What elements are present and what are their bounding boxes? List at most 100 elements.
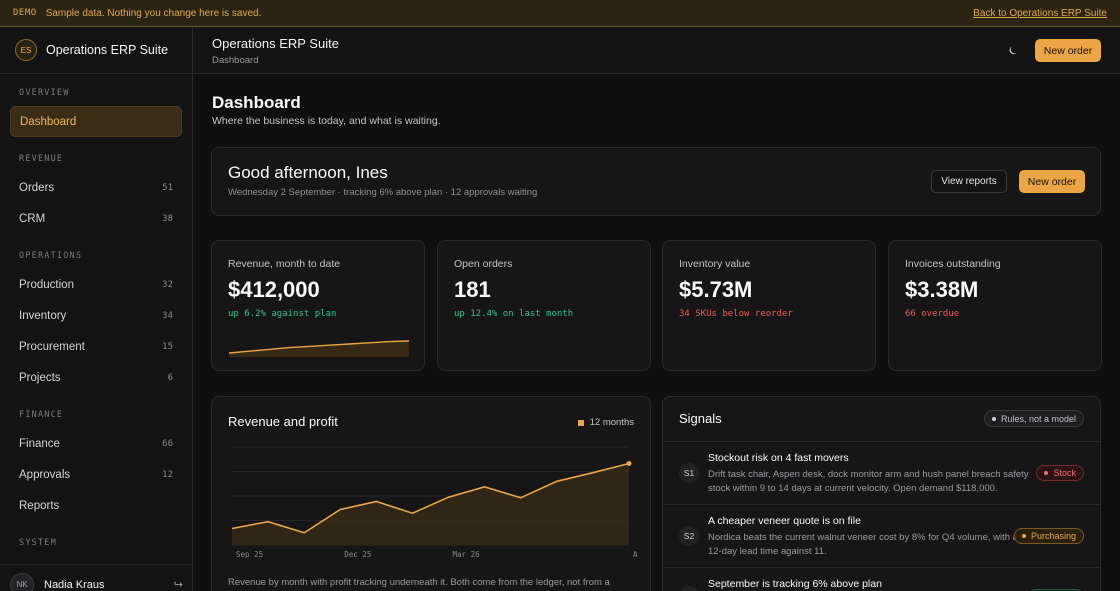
- nav-spacer: [0, 393, 192, 409]
- user-menu[interactable]: NK Nadia Kraus ↪: [0, 564, 192, 591]
- sidebar-item-label: Dashboard: [20, 115, 77, 128]
- kpi-note: 66 overdue: [905, 309, 960, 319]
- sidebar-item-production[interactable]: Production 32: [10, 269, 182, 300]
- sidebar-item-count: 38: [162, 213, 173, 224]
- signal-item[interactable]: S1 Stockout risk on 4 fast movers Drift …: [663, 441, 1100, 504]
- nav-spacer: [0, 137, 192, 153]
- sidebar-nav: OVERVIEW Dashboard REVENUE Orders 51 CRM 38 OPE…: [0, 74, 192, 572]
- app-title: Operations ERP Suite: [212, 36, 339, 51]
- sidebar-item-dashboard[interactable]: Dashboard: [10, 106, 182, 137]
- signal-description: Drift task chair, Aspen desk, dock monit…: [708, 469, 1029, 494]
- kpi-value: $5.73M: [679, 277, 753, 302]
- brand-name: Operations ERP Suite: [46, 43, 169, 57]
- signal-title: Stockout risk on 4 fast movers: [708, 452, 849, 464]
- tag-dot: [1044, 471, 1049, 475]
- kpi-inventory-value: Inventory value $5.73M 34 SKUs below reo…: [662, 240, 876, 371]
- kpi-label: Open orders: [454, 258, 513, 270]
- greeting-card: Good afternoon, Ines Wednesday 2 Septemb…: [211, 147, 1101, 216]
- sidebar-item-label: Finance: [19, 437, 60, 450]
- demo-tag: DEMO: [13, 8, 37, 18]
- rules-badge: Rules, not a model: [983, 410, 1084, 427]
- sidebar-item-count: 12: [162, 469, 173, 480]
- sidebar-item-label: Orders: [19, 181, 55, 194]
- series-line: [231, 462, 630, 534]
- signal-description: Nordica beats the current walnut veneer …: [708, 532, 1018, 557]
- chart-caption: Revenue by month with profit tracking un…: [228, 577, 610, 588]
- brand[interactable]: ES Operations ERP Suite: [0, 27, 192, 74]
- kpi-label: Inventory value: [679, 258, 751, 270]
- nav-section-overview: OVERVIEW: [19, 88, 70, 98]
- rules-label: Rules, not a model: [1000, 413, 1076, 424]
- page-subtitle: Where the business is today, and what is…: [212, 115, 441, 127]
- user-avatar: NK: [10, 572, 34, 591]
- x-tick-label: Mar 26: [453, 550, 481, 559]
- sidebar-item-finance[interactable]: Finance 66: [10, 428, 182, 459]
- sidebar-item-orders[interactable]: Orders 51: [10, 172, 182, 203]
- nav-section-operations: OPERATIONS: [19, 251, 83, 261]
- kpi-invoices-outstanding: Invoices outstanding $3.38M 66 overdue: [888, 240, 1102, 371]
- moon-glyph: [1009, 46, 1017, 55]
- sidebar-item-count: 15: [162, 341, 173, 352]
- view-reports-button[interactable]: View reports: [931, 170, 1007, 193]
- nav-section-finance: FINANCE: [19, 410, 64, 420]
- legend-swatch: [577, 419, 584, 426]
- sparkline-area: [229, 341, 409, 357]
- sidebar-item-reports[interactable]: Reports: [10, 490, 182, 521]
- signal-title: A cheaper veneer quote is on file: [708, 515, 861, 527]
- signal-item[interactable]: September is tracking 6% above plan: [663, 567, 1100, 591]
- moon-icon[interactable]: [1008, 44, 1020, 56]
- kpi-note: 34 SKUs below reorder: [679, 309, 793, 319]
- sidebar-item-label: Approvals: [19, 468, 71, 481]
- signal-title: September is tracking 6% above plan: [708, 578, 882, 590]
- signal-item[interactable]: S2 A cheaper veneer quote is on file Nor…: [663, 504, 1100, 567]
- revenue-chart: Sep 25 Dec 25 Mar 26 Aug 26: [231, 446, 638, 559]
- tag-dot: [1021, 534, 1026, 538]
- signals-title: Signals: [679, 411, 722, 426]
- tag-label: Purchasing: [1030, 531, 1076, 541]
- signal-number: S2: [679, 526, 699, 546]
- sidebar-item-inventory[interactable]: Inventory 34: [10, 300, 182, 331]
- sidebar-item-label: Production: [19, 278, 74, 291]
- nav-section-system: SYSTEM: [19, 538, 57, 548]
- new-order-button-top[interactable]: New order: [1035, 39, 1101, 62]
- sidebar: ES Operations ERP Suite OVERVIEW Dashboar…: [0, 27, 193, 591]
- page-title: Dashboard: [212, 93, 301, 112]
- back-link[interactable]: Back to Operations ERP Suite: [973, 7, 1107, 19]
- main-content: Dashboard Where the business is today, a…: [193, 74, 1120, 591]
- series-area: [232, 463, 629, 545]
- sidebar-item-approvals[interactable]: Approvals 12: [10, 459, 182, 490]
- sidebar-item-label: Procurement: [19, 340, 85, 353]
- greeting-title: Good afternoon, Ines: [228, 163, 388, 182]
- sparkline-line: [228, 340, 410, 354]
- signals-card: Signals Rules, not a model S1 Stockout r…: [662, 396, 1101, 591]
- signal-tag-purchasing: Purchasing: [1013, 528, 1084, 544]
- kpi-value: 181: [454, 277, 491, 302]
- kpi-value: $3.38M: [905, 277, 979, 302]
- nav-spacer: [0, 234, 192, 250]
- kpi-label: Revenue, month to date: [228, 258, 341, 270]
- sidebar-item-label: Projects: [19, 371, 61, 384]
- revenue-chart-card: Revenue and profit 12 months Sep 25 Dec 2…: [211, 396, 651, 591]
- sidebar-item-projects[interactable]: Projects 6: [10, 362, 182, 393]
- signal-number: S1: [679, 463, 699, 483]
- sidebar-item-count: 32: [162, 279, 173, 290]
- tag-label: Stock: [1053, 468, 1076, 478]
- kpi-label: Invoices outstanding: [905, 258, 1001, 270]
- chart-title: Revenue and profit: [228, 414, 338, 429]
- new-order-button[interactable]: New order: [1019, 170, 1085, 193]
- revenue-sparkline: [228, 340, 410, 357]
- sidebar-item-label: CRM: [19, 212, 46, 225]
- sidebar-item-procurement[interactable]: Procurement 15: [10, 331, 182, 362]
- nav-section-revenue: REVENUE: [19, 154, 64, 164]
- user-name: Nadia Kraus: [44, 578, 105, 591]
- x-tick-label: Dec 25: [344, 550, 371, 559]
- sign-out-icon[interactable]: ↪: [173, 579, 183, 591]
- legend-label: 12 months: [589, 417, 634, 428]
- kpi-note: up 6.2% against plan: [228, 309, 337, 319]
- sidebar-item-label: Reports: [19, 499, 60, 512]
- x-tick-label: Sep 25: [236, 550, 263, 559]
- sidebar-item-crm[interactable]: CRM 38: [10, 203, 182, 234]
- breadcrumb: Dashboard: [212, 55, 259, 66]
- kpi-value: $412,000: [228, 277, 320, 302]
- series-end-point: [626, 461, 632, 467]
